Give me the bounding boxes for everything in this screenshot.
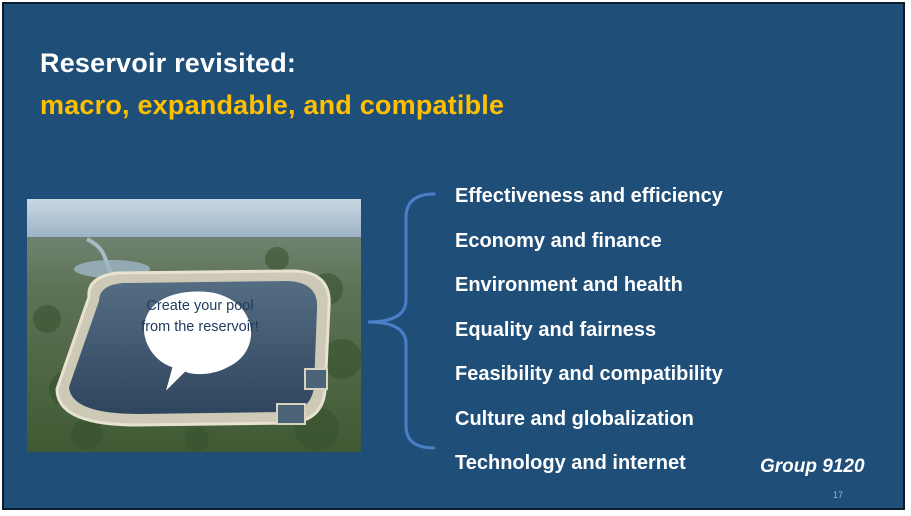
slide-title: Reservoir revisited: — [40, 48, 297, 78]
slide-subtitle: macro, expandable, and compatible — [40, 90, 505, 120]
speech-bubble-text: Create your pool from the reservoir! — [141, 298, 259, 335]
list-item: Feasibility and compatibility — [455, 363, 723, 385]
topic-list: Effectiveness and efficiency Economy and… — [455, 182, 723, 494]
aerial-reservoir-photo — [27, 199, 361, 452]
list-item: Equality and fairness — [455, 318, 657, 341]
curly-brace-icon — [367, 192, 436, 450]
group-label: Group 9120 — [760, 456, 865, 477]
list-item: Culture and globalization — [455, 407, 694, 430]
page-number: 17 — [833, 490, 844, 500]
slide: Reservoir revisited: macro, expandable, … — [2, 2, 905, 510]
list-item: Economy and finance — [455, 229, 662, 252]
list-item: Technology and internet — [455, 452, 686, 474]
list-item: Environment and health — [455, 274, 683, 296]
list-item: Effectiveness and efficiency — [455, 185, 723, 207]
